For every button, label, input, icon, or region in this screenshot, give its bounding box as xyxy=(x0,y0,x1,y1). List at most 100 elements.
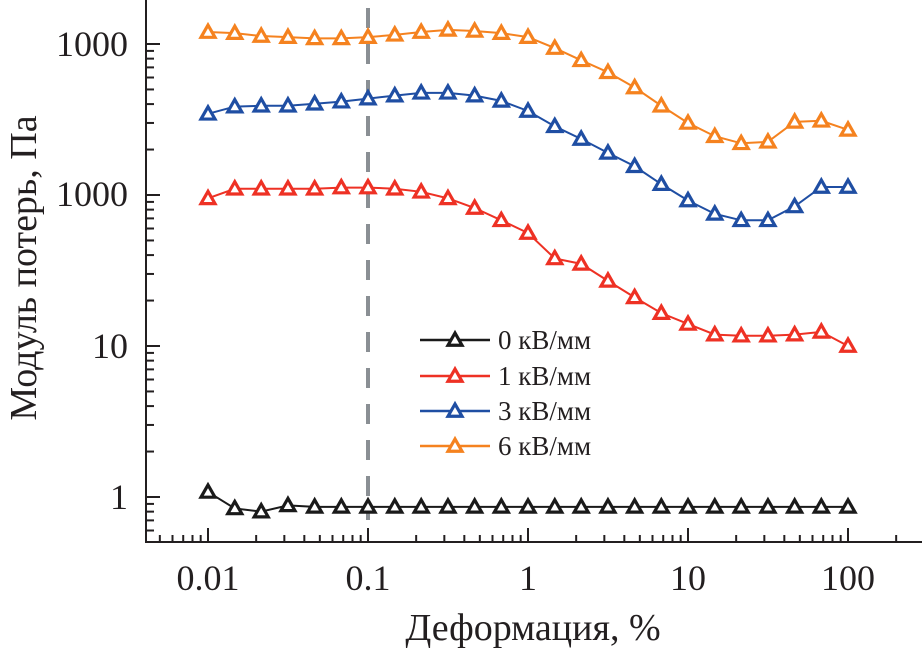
legend-swatch-3 xyxy=(420,435,490,453)
series-2 xyxy=(198,82,858,228)
legend-label-0: 0 кВ/мм xyxy=(498,325,591,355)
data-point xyxy=(784,111,805,129)
data-point xyxy=(811,496,832,514)
data-point xyxy=(624,496,645,514)
data-point xyxy=(304,28,325,46)
data-point xyxy=(411,496,431,514)
data-point xyxy=(784,496,805,514)
series-0 xyxy=(198,481,858,519)
data-point xyxy=(545,248,565,266)
y-tick-labels: 1 10 1000 1000 xyxy=(56,24,128,517)
data-point xyxy=(491,496,512,514)
legend-item-3: 6 кВ/мм xyxy=(420,431,591,461)
data-point xyxy=(225,498,245,516)
data-point xyxy=(651,173,672,191)
series-line-3 xyxy=(207,28,849,145)
data-point xyxy=(598,62,618,80)
data-point xyxy=(705,126,725,144)
data-point xyxy=(838,176,858,194)
data-point xyxy=(304,93,325,111)
legend-label-3: 6 кВ/мм xyxy=(498,431,591,461)
x-tick-label: 10 xyxy=(670,558,706,598)
data-point xyxy=(624,156,645,174)
data-point xyxy=(358,177,378,195)
data-point xyxy=(198,481,218,499)
series-1 xyxy=(198,177,858,353)
data-point xyxy=(838,335,858,353)
data-point xyxy=(705,324,725,342)
data-point xyxy=(304,496,325,514)
x-ticks xyxy=(158,528,898,542)
legend: 0 кВ/мм 1 кВ/мм 3 кВ/мм 6 кВ/мм xyxy=(420,325,591,461)
data-point xyxy=(678,190,698,208)
x-axis-title: Деформация, % xyxy=(405,607,660,649)
legend-swatch-0 xyxy=(420,329,490,347)
data-point xyxy=(571,496,591,514)
data-point xyxy=(385,496,405,514)
data-point xyxy=(198,21,218,39)
data-point xyxy=(251,178,271,196)
data-point xyxy=(464,496,485,514)
legend-label-1: 1 кВ/мм xyxy=(498,361,591,391)
data-point xyxy=(251,25,271,43)
legend-item-2: 3 кВ/мм xyxy=(420,396,591,426)
data-point xyxy=(811,176,832,194)
x-tick-label: 100 xyxy=(821,558,875,598)
data-point xyxy=(678,112,698,130)
series-line-1 xyxy=(207,186,849,347)
data-point xyxy=(518,26,538,45)
legend-label-2: 3 кВ/мм xyxy=(498,396,591,426)
series-layer xyxy=(198,19,858,519)
data-point xyxy=(518,100,538,118)
data-point xyxy=(838,496,858,514)
legend-item-0: 0 кВ/мм xyxy=(420,325,591,355)
data-point xyxy=(731,210,751,228)
data-point xyxy=(278,178,298,196)
data-point xyxy=(278,95,298,113)
data-point xyxy=(651,496,672,514)
data-point xyxy=(385,85,405,103)
x-tick-label: 0.1 xyxy=(346,558,391,598)
data-point xyxy=(731,325,751,343)
data-point xyxy=(491,90,512,108)
y-axis-title: Модуль потерь, Па xyxy=(3,115,45,420)
data-point xyxy=(385,24,405,42)
data-point xyxy=(464,197,485,215)
data-point xyxy=(491,210,512,228)
data-point xyxy=(518,222,538,240)
data-point xyxy=(598,496,618,514)
data-point xyxy=(598,142,618,160)
data-point xyxy=(331,28,352,46)
series-3 xyxy=(198,19,858,151)
data-point xyxy=(705,496,725,514)
legend-swatch-2 xyxy=(420,400,490,418)
y-tick-label: 10 xyxy=(92,326,128,366)
data-point xyxy=(251,95,271,113)
data-point xyxy=(731,133,751,151)
x-tick-label: 0.01 xyxy=(177,558,240,598)
data-point xyxy=(598,270,618,288)
data-point xyxy=(358,88,378,106)
data-point xyxy=(331,496,352,514)
legend-marker xyxy=(445,400,465,418)
data-point xyxy=(304,178,325,196)
data-point xyxy=(331,91,352,109)
data-point xyxy=(838,119,858,137)
y-tick-label: 1000 xyxy=(56,24,128,64)
data-point xyxy=(225,96,245,114)
y-ticks xyxy=(146,43,160,532)
data-point xyxy=(651,95,672,113)
data-point xyxy=(784,196,805,214)
data-point xyxy=(705,203,725,221)
data-point xyxy=(731,496,751,514)
data-point xyxy=(678,313,698,331)
data-point xyxy=(198,188,218,206)
data-point xyxy=(278,495,298,513)
legend-marker xyxy=(445,365,465,383)
data-point xyxy=(571,50,591,68)
data-point xyxy=(198,103,218,121)
data-point xyxy=(358,496,378,514)
data-point xyxy=(438,188,458,206)
data-point xyxy=(571,128,591,146)
